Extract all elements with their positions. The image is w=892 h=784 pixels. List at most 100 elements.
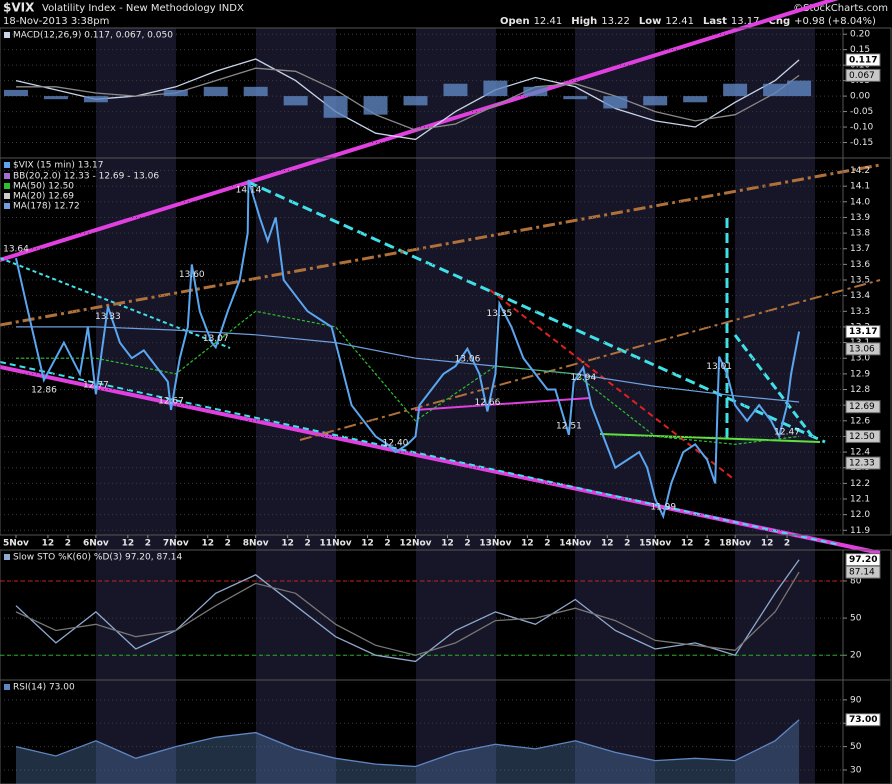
y-tick-label: 0.20 [850,30,870,40]
y-tick-label: 50 [850,614,862,624]
y-tick-label: 0.00 [850,92,870,102]
trend-line [0,163,881,327]
histogram-bar [403,96,428,106]
legend-entry: MA(50) 12.50 [13,182,74,192]
price-annotation: 13.35 [487,309,513,319]
legend-swatch [4,203,10,209]
series-line [16,67,800,131]
trend-line [299,279,881,441]
x-tick-label: 2 [464,539,470,549]
histogram-bar [763,83,788,97]
histogram-bar [363,96,388,115]
histogram-bar [523,86,548,97]
y-tick-label: 20 [850,651,862,661]
y-tick-label: 80 [850,576,862,586]
histogram-bar [163,89,188,97]
value-tag-label: 12.69 [849,402,875,412]
price-annotation: 12.66 [475,398,501,408]
y-tick-label: 90 [850,695,862,705]
quote-value: +0.98 (+8.04%) [794,16,876,27]
legend-swatch [4,193,10,199]
y-tick-label: 13.9 [850,213,870,223]
value-tag-label: 0.117 [849,55,877,65]
y-tick-label: 12.2 [850,479,870,489]
y-tick-label: 12.9 [850,369,870,379]
trend-line [733,334,817,441]
x-tick-label: 2 [384,539,390,549]
legend-entry: MA(20) 12.69 [13,192,74,202]
trend-line [599,433,821,443]
price-annotation: 12.47 [774,428,800,438]
x-tick-label: 2 [225,539,231,549]
histogram-bar [83,96,108,103]
quote-label: Chg [769,16,791,27]
date: 18-Nov-2013 3:38pm [3,16,109,27]
price-annotation: 12.77 [83,381,109,391]
histogram-bar [723,83,748,97]
x-tick-label: 5Nov [3,539,29,549]
price-annotation: 12.40 [383,439,409,449]
x-tick-label: 13Nov [479,539,511,549]
value-tag [845,713,881,727]
value-tag-label: 13.06 [849,344,875,354]
histogram-bar [603,96,628,109]
y-tick-label: -0.15 [850,138,873,148]
name: Volatility Index - New Methodology INDX [42,3,244,14]
histogram-bar [683,96,708,103]
x-tick-label: 12 [521,539,534,549]
series-line [15,571,800,656]
y-tick-label: 12.6 [850,416,870,426]
x-tick-label: 12 [42,539,55,549]
quote: Open 12.41 High 13.22 Low 12.41 Last 13.17 Chg +0… [500,16,876,27]
y-tick-label: 12.8 [850,385,870,395]
panel-frame [0,157,892,536]
x-tick-label: 14Nov [559,539,591,549]
trend-line [414,397,591,411]
quote-value: 13.17 [731,16,760,27]
value-tag-label: 12.50 [849,432,875,442]
histogram-bar [643,96,668,106]
x-tick-label: 12Nov [399,539,431,549]
legend-title: RSI(14) 73.00 [13,683,75,693]
legend-swatch [4,554,10,560]
value-tag-label: 0.067 [849,71,875,81]
legend-swatch [4,684,10,690]
x-tick-label: 7Nov [163,539,189,549]
value-tag [845,429,881,443]
trend-line [0,257,231,349]
x-tick-label: 12 [201,539,214,549]
y-tick-label: 13.0 [850,354,870,364]
x-tick-label: 12 [681,539,694,549]
legend-swatch [4,162,10,168]
x-tick-label: 12 [441,539,454,549]
price-annotation: 13.33 [95,312,121,322]
value-tag [845,400,881,414]
value-tag [845,456,881,470]
series-line [15,58,800,141]
histogram-bar [787,80,812,97]
x-tick-label: 2 [544,539,550,549]
x-tick-label: 15Nov [639,539,671,549]
y-tick-label: 13.5 [850,276,870,286]
stripe [256,28,336,784]
y-tick-label: 13.6 [850,260,870,270]
value-tag [845,68,881,82]
y-tick-label: 11.9 [850,526,870,536]
price-annotation: 12.67 [158,396,184,406]
price-annotation: 11.99 [650,503,676,513]
x-tick-label: 8Nov [243,539,269,549]
trend-lines [0,0,881,555]
panel-frame [0,679,892,784]
value-tag [845,342,881,356]
x-tick-label: 11Nov [320,539,352,549]
y-tick-label: 13.7 [850,244,870,254]
source: ©StockCharts.com [793,3,888,14]
legend-entry: MA(178) 12.72 [13,202,80,212]
price-annotation: 13.64 [3,245,29,255]
trend-line [489,289,736,481]
y-tick-label: -0.05 [850,107,873,117]
trend-line [247,180,826,444]
price-annotation: 14.14 [236,185,262,195]
x-tick-label: 12 [601,539,614,549]
